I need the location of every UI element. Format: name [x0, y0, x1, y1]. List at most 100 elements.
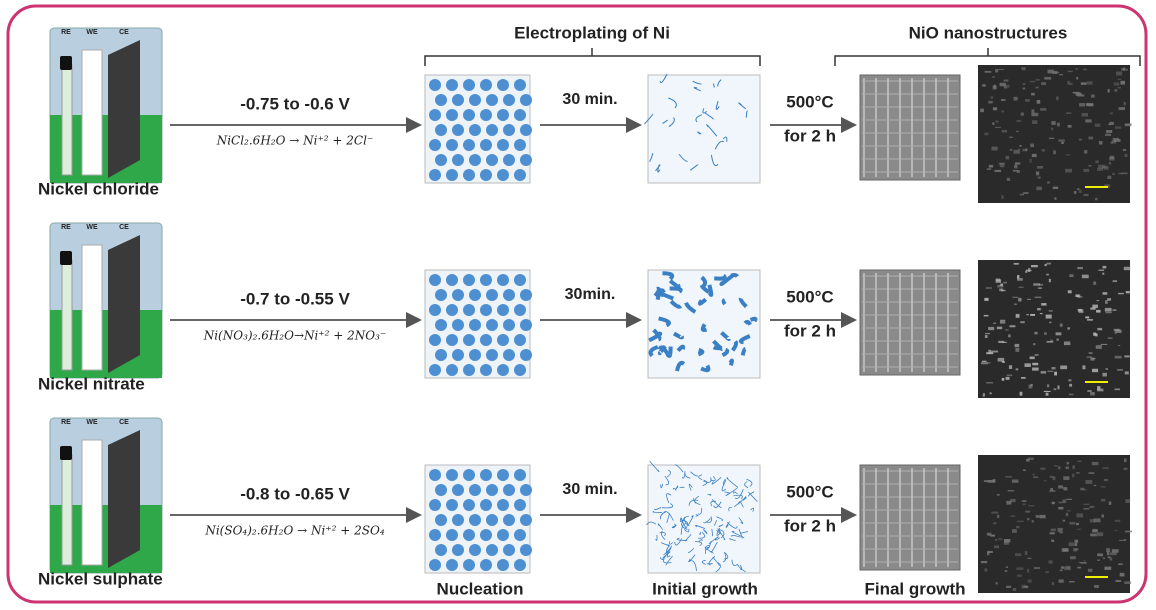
growth-panel — [648, 75, 760, 183]
sem-speck — [1083, 169, 1089, 172]
sem-speck — [1014, 263, 1019, 265]
sem-speck — [1050, 476, 1054, 478]
sem-speck — [1028, 458, 1034, 461]
sem-speck — [1026, 270, 1031, 272]
sem-speck — [1049, 322, 1051, 324]
sem-speck — [1044, 332, 1047, 335]
stage-label: Nucleation — [437, 579, 524, 598]
sem-speck — [1067, 510, 1071, 511]
nucleus — [452, 484, 464, 496]
sem-speck — [1121, 81, 1125, 85]
sem-speck — [1024, 363, 1030, 367]
electrode-label: RE — [61, 224, 71, 231]
solution-name: Nickel chloride — [38, 179, 159, 198]
voltage: -0.8 to -0.65 V — [240, 484, 350, 503]
nucleus — [520, 514, 532, 526]
sem-speck — [1047, 181, 1050, 183]
sem-speck — [1114, 89, 1117, 92]
sem-speck — [1113, 280, 1117, 282]
sem-speck — [1037, 166, 1043, 169]
sem-speck — [1021, 113, 1024, 116]
sem-speck — [1019, 287, 1024, 288]
sem-speck — [1123, 149, 1126, 151]
sem-speck — [1092, 529, 1098, 532]
sem-speck — [1056, 97, 1059, 101]
sem-speck — [1058, 385, 1060, 389]
sem-speck — [1110, 553, 1117, 556]
sem-speck — [1124, 539, 1126, 541]
nucleus — [497, 79, 509, 91]
anneal-time: for 2 h — [784, 516, 836, 535]
time: 30 min. — [562, 481, 617, 498]
sem-speck — [1017, 521, 1024, 523]
sem-speck — [1103, 292, 1108, 295]
nucleus — [429, 499, 441, 511]
nucleus — [446, 304, 458, 316]
sem-speck — [1065, 169, 1072, 173]
nucleus — [435, 289, 447, 301]
nucleus — [452, 544, 464, 556]
sem-speck — [1083, 560, 1085, 561]
sem-speck — [1064, 341, 1070, 345]
sem-speck — [1079, 310, 1084, 313]
sem-speck — [1039, 284, 1043, 286]
nucleus — [435, 349, 447, 361]
sem-speck — [1076, 68, 1078, 70]
sem-speck — [1113, 138, 1119, 140]
sem-speck — [1063, 520, 1066, 522]
nucleus — [514, 469, 526, 481]
sem-speck — [1097, 553, 1103, 556]
sem-speck — [1053, 151, 1056, 155]
nucleus — [429, 79, 441, 91]
nucleus — [452, 289, 464, 301]
sem-speck — [1052, 582, 1054, 585]
sem-speck — [1066, 467, 1069, 469]
sem-speck — [1082, 275, 1089, 279]
nucleus — [463, 109, 475, 121]
sem-speck — [995, 120, 998, 122]
sem-speck — [984, 133, 988, 136]
sem-speck — [995, 539, 997, 540]
sem-speck — [997, 494, 1000, 496]
nucleus — [497, 499, 509, 511]
nucleus — [497, 334, 509, 346]
nucleus — [429, 274, 441, 286]
sem-speck — [986, 287, 992, 288]
sem-speck — [1087, 81, 1093, 84]
sem-speck — [982, 84, 986, 87]
sem-speck — [1016, 567, 1023, 570]
anneal-time: for 2 h — [784, 126, 836, 145]
growth-strand — [724, 300, 725, 304]
nucleus — [452, 154, 464, 166]
sem-speck — [1031, 265, 1038, 267]
sem-speck — [1125, 371, 1129, 374]
sem-speck — [1031, 93, 1035, 96]
sem-speck — [1016, 314, 1020, 318]
sem-speck — [1036, 515, 1040, 518]
sem-speck — [1058, 528, 1063, 532]
nucleus — [520, 349, 532, 361]
sem-speck — [998, 538, 1002, 539]
sem-speck — [1038, 288, 1042, 289]
nucleus — [520, 94, 532, 106]
electrode-ce — [108, 235, 140, 373]
sem-speck — [997, 285, 1003, 288]
time: 30 min. — [562, 91, 617, 108]
sem-speck — [1028, 579, 1032, 582]
sem-speck — [1022, 149, 1027, 151]
nucleus — [497, 139, 509, 151]
sem-speck — [1083, 69, 1086, 70]
sem-speck — [1015, 344, 1020, 347]
sem-speck — [998, 358, 1005, 362]
sem-speck — [1085, 480, 1092, 484]
sem-speck — [1027, 518, 1029, 520]
sem-speck — [1117, 87, 1120, 89]
sem-speck — [988, 327, 994, 330]
sem-speck — [1038, 177, 1041, 179]
sem-speck — [1014, 97, 1018, 101]
nucleus — [429, 304, 441, 316]
sem-speck — [1097, 559, 1100, 560]
sem-speck — [1072, 465, 1075, 468]
sem-speck — [1063, 476, 1069, 480]
sem-speck — [1099, 141, 1102, 144]
